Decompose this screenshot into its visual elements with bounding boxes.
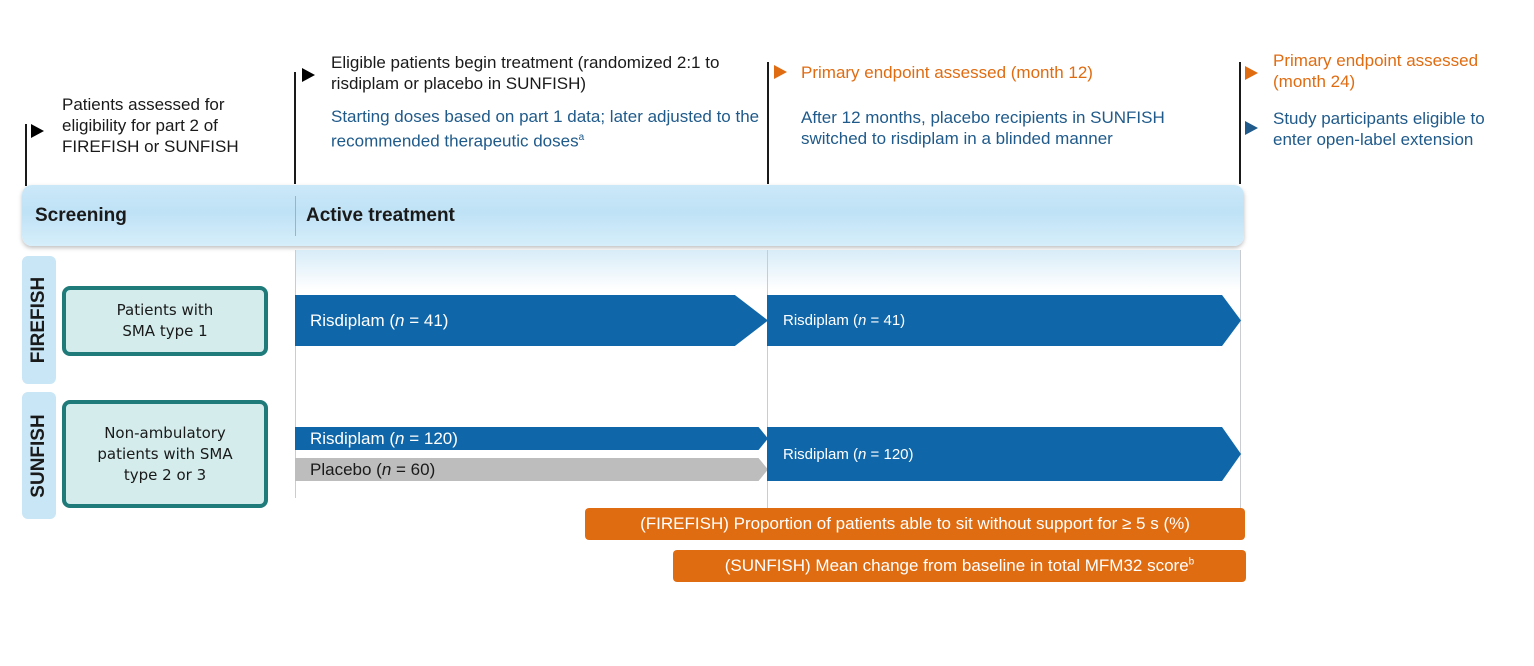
milestone-line-month24 (1239, 62, 1241, 184)
study-label-firefish: FIREFISH (28, 276, 49, 364)
study-tab-sunfish: SUNFISH (22, 392, 56, 519)
triangle-marker-icon (302, 68, 315, 82)
endpoint-sunfish: (SUNFISH) Mean change from baseline in t… (673, 550, 1246, 582)
active-treatment-shade (296, 250, 1240, 290)
arm-sunfish-placebo: Placebo (n = 60) (295, 458, 768, 481)
milestone-line-screening (25, 124, 27, 186)
population-box-sunfish: Non-ambulatory patients with SMA type 2 … (62, 400, 268, 508)
milestone-eligibility-text: Patients assessed for eligibility for pa… (62, 95, 239, 156)
milestone-month24-title: Primary endpoint assessed (month 24) (1273, 51, 1479, 91)
arm-sunfish-risdiplam-combined: Risdiplam (n = 120) (767, 427, 1241, 481)
milestone-start-text: Eligible patients begin treatment (rando… (331, 53, 720, 93)
triangle-marker-icon (1245, 121, 1258, 135)
phase-active-label: Active treatment (306, 205, 455, 226)
endpoint-firefish: (FIREFISH) Proportion of patients able t… (585, 508, 1245, 540)
gridline-start (295, 250, 296, 498)
phase-divider (295, 196, 296, 236)
phase-bar (22, 185, 1244, 246)
milestone-month12-title: Primary endpoint assessed (month 12) (801, 63, 1093, 82)
milestone-line-month12 (767, 62, 769, 184)
arm-sunfish-risdiplam: Risdiplam (n = 120) (295, 427, 768, 450)
milestone-line-start (294, 72, 296, 184)
triangle-marker-icon (1245, 66, 1258, 80)
milestone-month24-note: Study participants eligible to enter ope… (1273, 109, 1485, 149)
milestone-month12-note: After 12 months, placebo recipients in S… (801, 108, 1165, 148)
triangle-marker-icon (774, 65, 787, 79)
milestone-start-note: Starting doses based on part 1 data; lat… (331, 107, 760, 151)
gridline-month24 (1240, 250, 1241, 508)
phase-screening-label: Screening (35, 205, 127, 226)
study-tab-firefish: FIREFISH (22, 256, 56, 384)
arm-firefish-risdiplam-part2: Risdiplam (n = 41) (767, 295, 1241, 346)
gridline-month12 (767, 250, 768, 508)
study-label-sunfish: SUNFISH (28, 413, 49, 498)
arm-firefish-risdiplam-part1: Risdiplam (n = 41) (295, 295, 768, 346)
triangle-marker-icon (31, 124, 44, 138)
population-box-firefish: Patients with SMA type 1 (62, 286, 268, 356)
